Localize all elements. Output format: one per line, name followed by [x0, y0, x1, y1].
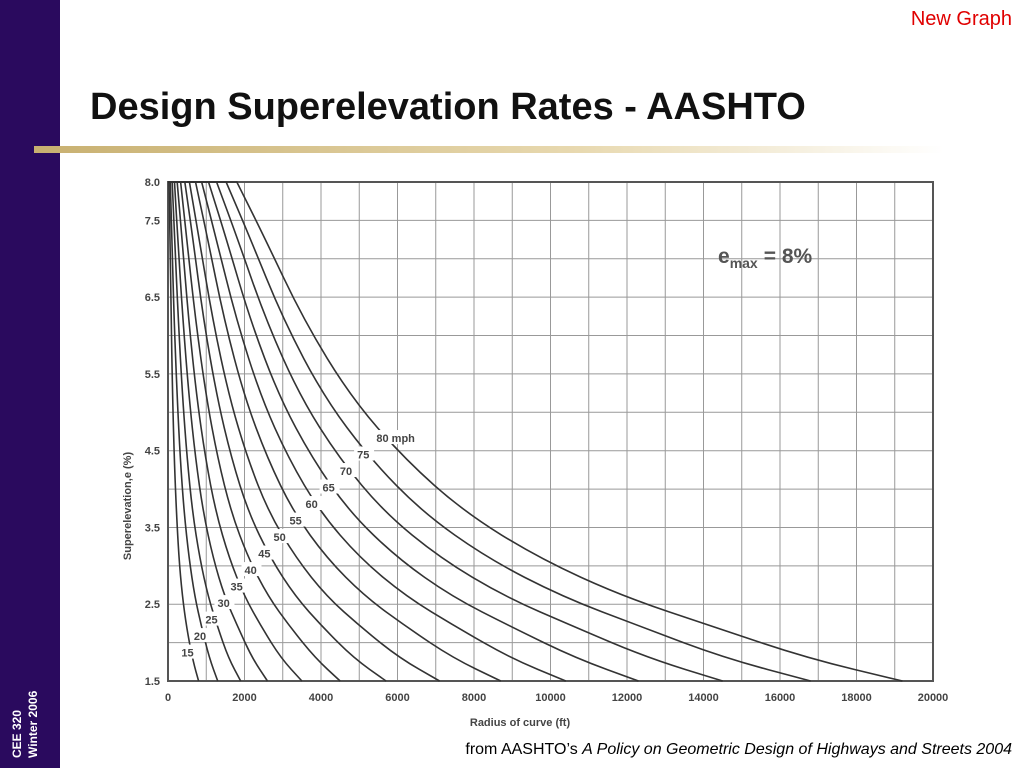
series-label: 80 mph — [376, 433, 415, 445]
x-tick-label: 12000 — [612, 692, 643, 704]
series-label-background — [286, 512, 307, 527]
series-label-background — [227, 578, 248, 593]
x-tick-label: 20000 — [918, 692, 949, 704]
x-tick-label: 6000 — [385, 692, 409, 704]
series-label: 50 — [274, 532, 286, 544]
superelevation-chart: 15 20 25 30 35 40 45 50 55 60 65 70 75 80 mph 0 2000 40… — [100, 166, 1000, 736]
course-term: Winter 2006 — [26, 690, 40, 758]
series-line — [168, 181, 502, 682]
series-label-background — [354, 446, 375, 461]
series-label-background — [319, 479, 340, 494]
series-label: 45 — [258, 549, 270, 561]
course-name: CEE 320 — [10, 709, 24, 758]
series-label-background — [255, 545, 276, 560]
x-tick-label: 10000 — [535, 692, 566, 704]
series-label-background — [270, 529, 291, 544]
y-tick-label: 1.5 — [145, 676, 160, 688]
y-tick-label: 8.0 — [145, 177, 160, 189]
series-label: 70 — [340, 466, 352, 478]
series-line — [168, 181, 440, 682]
x-tick-label: 0 — [165, 692, 171, 704]
y-tick-label: 6.5 — [145, 292, 160, 304]
series-label: 75 — [357, 450, 369, 462]
series-label: 40 — [244, 565, 256, 577]
y-axis-label: Superelevation,e (%) — [122, 452, 134, 561]
plot-frame — [167, 181, 934, 682]
x-tick-label: 2000 — [232, 692, 256, 704]
x-tick-labels: 0 2000 4000 6000 8000 10000 12000 14000 16000 180… — [165, 692, 948, 704]
series-label: 30 — [217, 598, 229, 610]
series-line — [168, 181, 269, 682]
x-tick-label: 8000 — [462, 692, 486, 704]
source-title: A Policy on Geometric Design of Highways… — [582, 741, 1012, 758]
series-line — [168, 181, 387, 682]
series-line — [168, 181, 303, 682]
series-line — [168, 181, 567, 682]
series-line — [168, 181, 903, 682]
series-label: 65 — [323, 483, 335, 495]
emax-annotation: emax = 8% — [718, 245, 812, 271]
chart-grid — [167, 181, 934, 682]
emax-subscript: max — [730, 255, 758, 271]
series-line — [168, 181, 341, 682]
x-tick-label: 16000 — [765, 692, 796, 704]
y-tick-label: 3.5 — [145, 522, 160, 534]
x-tick-label: 18000 — [841, 692, 872, 704]
source-prefix: from AASHTO’s — [465, 741, 583, 758]
series-label-background — [241, 562, 262, 577]
y-tick-label: 4.5 — [145, 446, 160, 458]
series-label-background — [302, 496, 323, 511]
series-label-background — [214, 595, 235, 610]
course-label: CEE 320 Winter 2006 — [8, 628, 52, 758]
y-tick-label: 2.5 — [145, 599, 160, 611]
series-label-background — [178, 644, 199, 659]
emax-value: = 8% — [764, 245, 813, 268]
series-label: 20 — [194, 631, 206, 643]
series-label-background — [190, 628, 211, 643]
series-label-background — [202, 611, 223, 626]
series-label: 25 — [205, 615, 217, 627]
source-citation: from AASHTO’s A Policy on Geometric Desi… — [465, 741, 1012, 759]
y-tick-label: 7.5 — [145, 215, 160, 227]
series-line — [168, 181, 723, 682]
series-label: 60 — [305, 499, 317, 511]
slide-sidebar: CEE 320 Winter 2006 — [0, 0, 60, 768]
series-label-background — [336, 463, 357, 478]
series-label: 55 — [290, 516, 302, 528]
emax-symbol: e — [718, 245, 730, 268]
x-axis-label: Radius of curve (ft) — [470, 717, 571, 729]
title-divider — [34, 146, 944, 153]
y-tick-labels: 1.5 2.5 3.5 4.5 5.5 6.5 7.5 8.0 — [145, 177, 160, 688]
series-line — [168, 181, 811, 682]
series-label: 15 — [181, 648, 193, 660]
x-tick-label: 14000 — [688, 692, 719, 704]
series-label-background — [373, 430, 422, 445]
x-tick-label: 4000 — [309, 692, 333, 704]
new-graph-link[interactable]: New Graph — [910, 8, 1012, 30]
series-line — [168, 181, 219, 682]
slide-title: Design Superelevation Rates - AASHTO — [90, 86, 806, 128]
y-tick-label: 5.5 — [145, 369, 160, 381]
series-label: 35 — [231, 582, 243, 594]
series-line — [168, 181, 200, 682]
